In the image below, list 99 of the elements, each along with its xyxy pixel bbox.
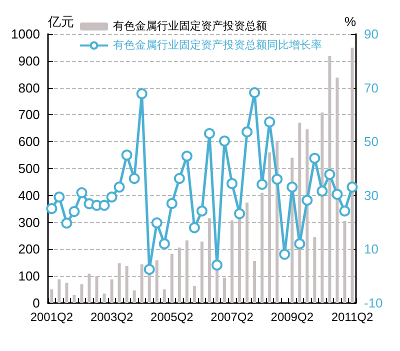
y2-axis-title: %: [344, 14, 356, 29]
y2-tick-label: -10: [364, 296, 383, 310]
y-tick-label: 900: [18, 53, 40, 68]
point: [196, 206, 208, 216]
x-tick-label: 2003Q2: [90, 310, 134, 324]
point: [346, 182, 358, 193]
y-tick-label: 100: [18, 268, 40, 284]
bar: [178, 248, 181, 303]
y2-tick-label: 10: [364, 242, 378, 257]
point: [46, 203, 58, 214]
x-tick-label: 2005Q2: [150, 310, 194, 324]
point: [309, 152, 320, 164]
bar: [185, 240, 188, 303]
point: [249, 87, 260, 98]
bar: [102, 294, 106, 303]
bar: [253, 261, 256, 303]
bar: [192, 286, 196, 303]
point: [204, 128, 215, 140]
point: [219, 136, 230, 147]
bar: [268, 152, 272, 303]
x-tick-label: 2007Q2: [210, 310, 254, 324]
point: [174, 172, 185, 184]
point: [181, 150, 192, 162]
bar: [140, 264, 144, 303]
point: [264, 116, 276, 128]
point: [302, 194, 313, 206]
y-tick-label: 800: [18, 80, 40, 96]
y-tick-label: 300: [18, 214, 40, 230]
y-axis-title: 亿元: [46, 14, 74, 29]
y2-tick-label: 90: [364, 26, 378, 42]
point: [76, 187, 88, 198]
point: [234, 208, 246, 220]
y-tick-label: 200: [18, 242, 40, 257]
y2-tick-label: 30: [364, 188, 378, 203]
bar: [58, 279, 61, 303]
bar: [132, 290, 136, 303]
point: [242, 126, 253, 138]
y-tick-label: 700: [18, 107, 40, 122]
point: [286, 182, 298, 193]
bar: [328, 56, 332, 303]
bar: [260, 192, 264, 303]
point: [316, 186, 328, 197]
point: [272, 174, 283, 185]
y-tick-label: 1000: [11, 26, 40, 42]
bar: [155, 260, 158, 303]
bar: [208, 218, 211, 303]
bar: [110, 279, 114, 303]
y-tick-label: 400: [18, 188, 40, 203]
bar: [350, 48, 354, 303]
bar: [246, 202, 249, 303]
point: [324, 168, 336, 180]
point: [114, 182, 125, 193]
y-tick-label: 500: [18, 161, 40, 176]
bar: [313, 237, 316, 303]
bar: [125, 266, 128, 303]
bar: [336, 78, 339, 303]
x-tick-label: 2009Q2: [270, 310, 314, 324]
bar: [50, 289, 54, 303]
point: [226, 178, 238, 190]
y-tick-label: 0: [32, 296, 40, 310]
point: [294, 238, 306, 250]
bar: [95, 276, 98, 303]
point: [144, 264, 155, 275]
bar: [72, 294, 76, 303]
point: [61, 218, 72, 229]
point: [188, 222, 200, 234]
point: [332, 188, 343, 200]
point: [68, 206, 80, 218]
bar: [223, 278, 226, 303]
point: [128, 172, 140, 184]
point: [106, 192, 118, 203]
point: [212, 260, 222, 271]
point: [279, 248, 290, 260]
y2-tick-label: 50: [364, 134, 378, 150]
bar: [230, 220, 234, 303]
point: [151, 217, 162, 228]
point: [166, 198, 178, 209]
y2-tick-label: 70: [364, 80, 378, 96]
point: [121, 150, 132, 161]
bar: [118, 263, 121, 303]
bar: [88, 274, 91, 303]
legend-label: 有色金属行业固定资产投资总额同比增长率: [113, 38, 322, 52]
point: [54, 192, 65, 203]
x-tick-label: 2011Q2: [331, 310, 374, 324]
bar: [162, 289, 166, 303]
bar: [65, 282, 68, 303]
point: [98, 200, 110, 211]
point: [158, 238, 170, 250]
point: [136, 88, 148, 100]
bar: [320, 112, 324, 303]
x-tick-label: 2001Q2: [30, 310, 74, 324]
point: [339, 206, 350, 216]
y-tick-label: 600: [18, 134, 40, 150]
bar: [200, 242, 204, 303]
bar: [170, 254, 174, 303]
bar: [343, 220, 346, 303]
point: [256, 178, 268, 190]
bar: [80, 284, 84, 303]
legend-label: 有色金属行业固定资产投资总额: [113, 20, 267, 32]
